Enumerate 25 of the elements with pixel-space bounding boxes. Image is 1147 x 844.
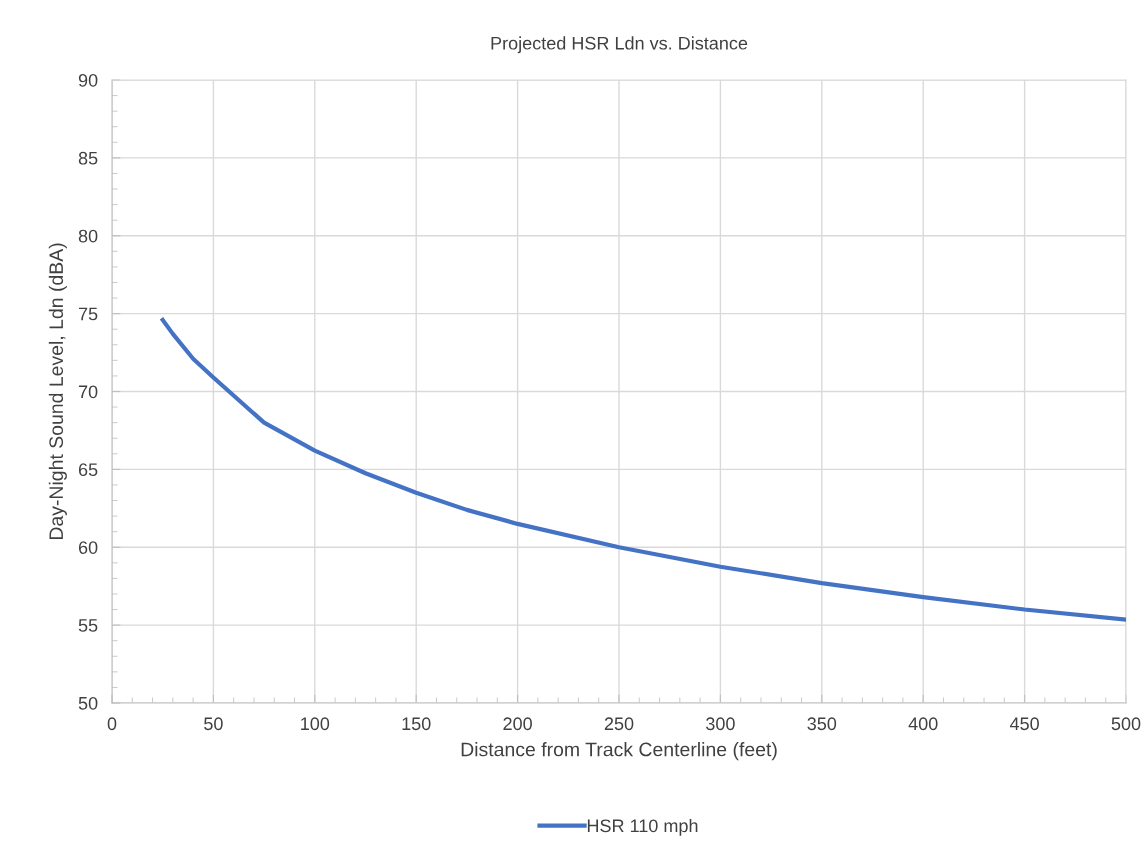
x-tick-label: 50 [204,717,223,731]
x-tick-label: 400 [908,717,938,731]
legend-label: HSR 110 mph [587,818,698,836]
y-axis-title: Day-Night Sound Level, Ldn (dBA) [48,243,67,540]
y-tick-label: 65 [78,463,98,477]
y-tick-label: 80 [78,229,98,243]
x-tick-label: 500 [1111,717,1141,731]
x-tick-label: 450 [1009,717,1039,731]
x-tick-label: 200 [503,717,532,731]
y-tick-label: 85 [78,151,98,165]
y-tick-label: 90 [78,73,98,87]
y-tick-label: 75 [78,307,98,321]
x-tick-label: 0 [107,717,117,731]
x-tick-label: 100 [301,717,330,731]
x-axis-title: Distance from Track Centerline (feet) [461,742,777,761]
chart-title: Projected HSR Ldn vs. Distance [491,36,748,54]
y-tick-label: 70 [78,385,98,399]
y-tick-label: 60 [78,541,98,554]
y-tick-label: 55 [78,619,98,632]
line-series [160,317,1126,622]
x-tick-label: 250 [604,717,634,731]
x-tick-label: 150 [402,717,431,731]
x-tick-label: 300 [706,717,735,731]
x-tick-label: 350 [807,717,837,731]
y-tick-label: 50 [78,696,98,710]
